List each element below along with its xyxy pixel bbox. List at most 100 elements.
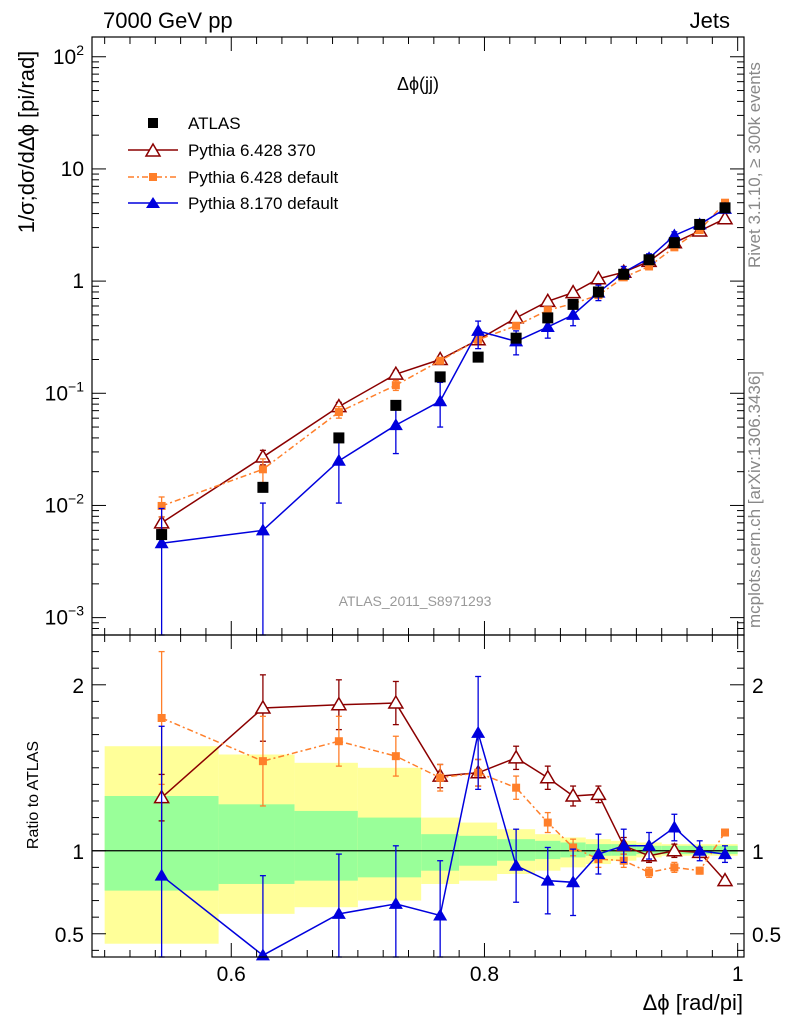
y-tick-label: 10−3 [45,603,85,630]
ratio-marker-pythia8-default [255,948,270,961]
ratio-marker-pythia6-370 [666,842,683,857]
ratio-y-tick-label-right: 1 [752,841,764,864]
ratio-marker-pythia8-default [616,838,631,851]
ratio-marker-pythia8-default [642,838,657,851]
ratio-marker-pythia8-default [540,873,555,886]
legend-label-pythia8-default: Pythia 8.170 default [188,194,339,213]
header-left: 7000 GeV pp [103,8,233,33]
marker-pythia6-370 [507,309,525,324]
uncertainty-band-green [218,804,295,884]
analysis-tag: ATLAS_2011_S8971293 [339,593,492,609]
ratio-marker-pythia6-370 [330,696,348,711]
marker-pythia6-370 [564,284,582,299]
ratio-y-tick-label-left: 0.5 [55,924,84,947]
ratio-marker-pythia6-default [512,783,521,792]
marker-atlas [510,332,522,344]
legend-marker-atlas [148,118,158,128]
legend: ATLAS Pythia 6.428 370 Pythia 6.428 defa… [128,114,339,213]
marker-pythia8-default [433,394,448,407]
marker-pythia8-default [388,418,403,431]
ratio-marker-pythia6-default [721,828,730,837]
marker-pythia6-default [334,408,343,417]
ratio-marker-pythia6-default [436,773,445,782]
ratio-y-tick-label-right: 2 [752,675,764,698]
marker-pythia8-default [255,523,270,536]
legend-label-pythia6-370: Pythia 6.428 370 [188,141,316,160]
header-right: Jets [690,8,730,33]
ratio-marker-pythia8-default [591,847,606,860]
y-tick-label: 10−2 [45,490,85,517]
marker-pythia6-370 [716,210,734,225]
legend-label-atlas: ATLAS [188,114,241,133]
main-plot-layer [153,198,734,636]
legend-marker-pythia8-default [146,197,160,208]
y-tick-label: 10 [61,158,84,181]
marker-pythia6-370 [590,270,607,285]
ratio-marker-pythia6-default [334,737,343,746]
y-tick-label: 10−1 [45,378,85,405]
y-tick-label: 1 [72,270,84,293]
ratio-marker-pythia6-370 [254,699,272,714]
marker-atlas [333,432,345,444]
marker-pythia6-default [258,465,267,474]
marker-atlas [390,399,402,411]
x-tick-label: 1 [732,963,744,986]
ratio-marker-pythia8-default [667,820,682,833]
ratio-series-pythia6-default [157,650,730,878]
legend-marker-pythia6-370 [144,142,162,157]
marker-pythia6-default [695,226,704,235]
ratio-marker-pythia6-370 [590,785,607,801]
marker-atlas [472,351,484,363]
uncertainty-band-green [357,817,422,878]
marker-atlas [694,218,706,230]
ratio-marker-pythia8-default [331,906,346,919]
ratio-marker-pythia6-370 [539,769,557,784]
marker-atlas [542,312,554,324]
y-tick-label: 102 [53,42,84,69]
marker-atlas [668,237,680,249]
ratio-marker-pythia8-default [471,725,486,738]
marker-atlas [156,529,168,541]
ratio-marker-pythia6-default [645,868,654,877]
ratio-marker-pythia6-default [391,752,400,761]
ratio-y-tick-label-left: 2 [72,675,84,698]
legend-marker-pythia6-default [149,173,157,181]
marker-pythia6-370 [387,365,405,380]
axes-frames: 0.6 0.8 1 10−3 10−2 10−1 1 10 102 0.5 0.5 1 1 2 2 [45,36,781,986]
ratio-marker-pythia6-default [569,843,578,852]
marker-pythia6-default [157,501,166,510]
marker-atlas [618,268,630,280]
ratio-y-axis-title: Ratio to ATLAS [25,741,42,849]
ratio-marker-pythia8-default [718,847,733,860]
marker-pythia8-default [566,307,581,320]
ratio-marker-pythia8-default [433,908,448,921]
ratio-marker-pythia6-default [258,757,267,766]
ratio-marker-pythia6-370 [716,872,734,887]
marker-pythia6-default [391,381,400,390]
rivet-side-label: Rivet 3.1.10, ≥ 300k events [745,62,764,268]
ratio-marker-pythia6-default [157,713,166,722]
uncertainty-band-green [294,810,358,881]
series-atlas [156,202,731,541]
marker-pythia6-default [436,356,445,365]
ratio-marker-pythia6-default [543,818,552,827]
ratio-series-pythia6-370 [153,674,734,887]
marker-atlas [643,254,655,266]
ratio-y-tick-label-right: 0.5 [752,924,781,947]
x-tick-label: 0.6 [217,963,246,986]
plot-title: Δϕ(jj) [397,74,439,94]
ratio-y-tick-label-left: 1 [72,841,84,864]
ratio-marker-pythia6-370 [387,694,405,709]
marker-pythia6-default [512,321,521,330]
ratio-marker-pythia8-default [388,896,403,909]
ratio-marker-pythia6-370 [564,787,582,802]
ratio-plot-frame [91,634,745,958]
ratio-marker-pythia6-default [670,863,679,872]
marker-pythia8-default [540,319,555,332]
marker-pythia6-default [543,306,552,315]
marker-pythia8-default [471,323,486,336]
ratio-marker-pythia8-default [566,875,581,888]
marker-pythia8-default [331,453,346,466]
marker-pythia6-default [645,262,654,271]
